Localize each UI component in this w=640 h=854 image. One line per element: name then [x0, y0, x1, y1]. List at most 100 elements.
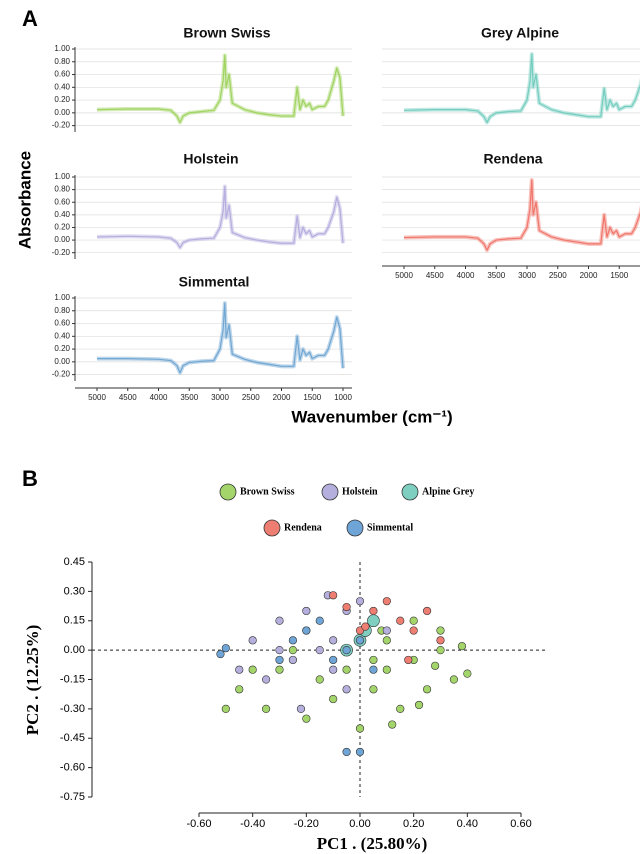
y-tick-label: 1.00	[54, 293, 70, 302]
point	[422, 606, 432, 616]
chart-title: Grey Alpine	[481, 25, 559, 41]
panel-label: A	[22, 6, 38, 31]
x-tick-label: 2500	[549, 271, 567, 280]
x-tick-label: 4000	[150, 393, 168, 402]
y-tick-label: 0.80	[54, 57, 70, 66]
x-tick-label: -0.40	[240, 818, 265, 830]
x-tick-label: 0.20	[403, 818, 424, 830]
legend-marker	[346, 519, 364, 537]
x-tick-label: -0.60	[186, 818, 211, 830]
point	[457, 642, 467, 651]
x-tick-label: 1000	[334, 393, 352, 402]
point	[302, 626, 311, 635]
point	[216, 649, 225, 659]
y-tick-label: -0.45	[60, 732, 85, 744]
x-tick-label: 4500	[426, 271, 444, 280]
x-tick-label: 3500	[180, 393, 198, 402]
x-tick-label: 3000	[211, 393, 229, 402]
point	[436, 636, 445, 645]
y-tick-label: -0.15	[60, 673, 85, 685]
point	[315, 675, 324, 684]
point	[275, 665, 284, 674]
spectrum-band	[97, 301, 345, 375]
point	[369, 665, 378, 674]
point	[342, 747, 351, 757]
point	[355, 636, 365, 645]
y-tick-label: 1.00	[54, 44, 70, 53]
point	[414, 700, 424, 710]
x-tick-label: 2000	[580, 271, 598, 280]
point	[396, 616, 405, 625]
x-axis-label: Wavenumber (cm⁻¹)	[291, 407, 452, 426]
y-tick-label: -0.75	[60, 791, 85, 803]
point	[382, 636, 391, 645]
point	[275, 655, 284, 665]
point	[315, 616, 324, 625]
point	[235, 685, 244, 694]
point	[302, 714, 311, 723]
point	[288, 636, 298, 645]
y-tick-label: 0.00	[54, 357, 70, 366]
point	[382, 597, 391, 606]
point	[342, 602, 351, 612]
x-tick-label: 5000	[395, 271, 413, 280]
point	[342, 685, 351, 694]
y-tick-label: 0.80	[54, 306, 70, 315]
x-tick-label: 2500	[242, 393, 260, 402]
chart-title: Holstein	[183, 151, 238, 167]
point	[449, 675, 459, 684]
point	[361, 622, 370, 631]
point	[369, 606, 378, 616]
point	[355, 747, 365, 757]
point	[355, 724, 365, 733]
point	[329, 636, 338, 645]
y-tick-label: 0.40	[54, 82, 70, 91]
point	[369, 655, 378, 665]
point	[261, 704, 271, 713]
y-tick-label: 0.40	[54, 210, 70, 219]
legend-label: Alpine Grey	[422, 486, 474, 497]
legend-marker	[263, 519, 281, 537]
point	[275, 646, 284, 655]
point	[342, 665, 351, 674]
y-tick-label: 0.00	[64, 644, 85, 656]
panel-label: B	[22, 466, 38, 491]
point	[342, 646, 351, 655]
y-tick-label: 0.00	[54, 108, 70, 117]
point	[235, 665, 244, 674]
legend-label: Rendena	[284, 522, 322, 533]
point	[409, 626, 418, 635]
x-tick-label: 3000	[518, 271, 536, 280]
x-tick-label: 5000	[88, 393, 106, 402]
x-tick-label: 1500	[303, 393, 321, 402]
legend-marker	[401, 483, 419, 501]
x-tick-label: 0.00	[349, 818, 370, 830]
point	[329, 655, 338, 665]
x-tick-label: -0.20	[294, 818, 319, 830]
point	[302, 606, 311, 616]
y-tick-label: 0.45	[64, 556, 85, 568]
y-tick-label: -0.60	[60, 762, 85, 774]
point	[329, 694, 338, 704]
y-tick-label: 0.60	[54, 197, 70, 206]
y-tick-label: 0.60	[54, 70, 70, 79]
x-tick-label: 4500	[119, 393, 137, 402]
point	[248, 665, 257, 674]
spectrum-line	[96, 185, 344, 249]
y-tick-label: 0.60	[54, 319, 70, 328]
y-tick-label: 0.30	[64, 585, 85, 597]
y-tick-label: 0.00	[54, 235, 70, 244]
chart-title: Rendena	[483, 151, 542, 167]
spectrum-line	[403, 53, 640, 124]
point	[296, 704, 306, 713]
chart-title: Simmental	[179, 274, 250, 290]
point	[275, 616, 284, 625]
y-axis-label: Absorbance	[15, 151, 34, 249]
y-axis-label: PC2 . (12.25%)	[23, 625, 42, 735]
y-tick-label: -0.20	[52, 248, 71, 257]
x-tick-label: 0.40	[457, 818, 478, 830]
y-tick-label: 0.20	[54, 95, 70, 104]
point	[288, 646, 298, 655]
legend-label: Simmental	[367, 522, 413, 533]
y-tick-label: 0.40	[54, 331, 70, 340]
